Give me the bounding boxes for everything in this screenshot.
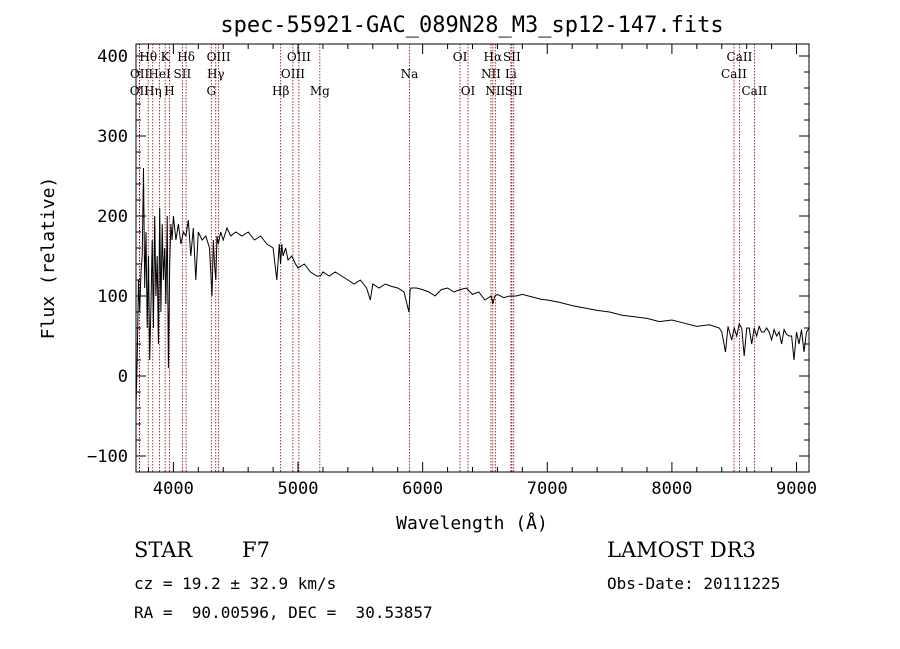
emission-line-markers	[138, 44, 755, 472]
object-subclass: F7	[242, 538, 270, 562]
emission-line-label: Mg	[310, 84, 330, 98]
emission-line-label: OII	[130, 84, 150, 98]
emission-line-label: OIII	[207, 50, 231, 64]
x-tick-label: 6000	[402, 479, 443, 499]
y-tick-label: 200	[97, 207, 128, 227]
emission-line-label: Hβ	[272, 84, 289, 98]
x-tick-label: 9000	[776, 479, 817, 499]
emission-line-label: OI	[453, 50, 468, 64]
emission-line-label: CaII	[727, 50, 753, 64]
emission-line-label: CaII	[741, 84, 767, 98]
y-tick-label: −100	[87, 447, 128, 467]
chart-title: spec-55921-GAC_089N28_M3_sp12-147.fits	[220, 13, 723, 38]
emission-line-label: G	[206, 84, 216, 98]
survey-name: LAMOST DR3	[607, 538, 756, 562]
plot-frame	[135, 43, 810, 473]
emission-line-label: K	[161, 50, 171, 64]
y-axis-label: Flux (relative)	[38, 177, 59, 340]
tick-marks	[136, 44, 809, 472]
x-tick-label: 4000	[153, 479, 194, 499]
emission-line-label: NII	[481, 67, 501, 81]
y-tick-label: 400	[97, 47, 128, 67]
emission-line-label: SII	[174, 67, 192, 81]
emission-line-label: Hθ	[139, 50, 157, 64]
emission-line-label: H	[164, 84, 174, 98]
redshift-velocity: cz = 19.2 ± 32.9 km/s	[134, 574, 337, 593]
x-tick-label: 8000	[651, 479, 692, 499]
y-tick-label: 0	[118, 367, 128, 387]
emission-line-label: NII	[485, 84, 505, 98]
y-tick-label: 100	[97, 287, 128, 307]
coordinates: RA = 90.00596, DEC = 30.53857	[134, 603, 433, 622]
emission-line-label: Hα	[484, 50, 503, 64]
emission-line-label: Li	[505, 67, 517, 81]
emission-line-label: OIII	[287, 50, 311, 64]
emission-line-label: Hη	[144, 84, 162, 98]
object-class: STAR	[134, 538, 193, 562]
obs-date: Obs-Date: 20111225	[607, 574, 781, 593]
emission-line-label: Hδ	[177, 50, 195, 64]
flux-line	[135, 167, 810, 409]
emission-line-label: HeI	[148, 67, 171, 81]
y-tick-label: 300	[97, 127, 128, 147]
emission-line-label: OI	[461, 84, 476, 98]
emission-line-label: CaII	[721, 67, 747, 81]
x-tick-label: 7000	[527, 479, 568, 499]
x-axis-label: Wavelength (Å)	[396, 512, 548, 534]
emission-line-label: SII	[503, 50, 521, 64]
emission-line-label: Na	[401, 67, 419, 81]
x-tick-label: 5000	[278, 479, 319, 499]
emission-line-labels: OIIOIIHθHηHeIKHSIIHδGHγOIIIHβOIIIOIIIMgN…	[130, 50, 768, 98]
emission-line-label: OIII	[281, 67, 305, 81]
emission-line-label: SII	[505, 84, 523, 98]
emission-line-label: OII	[130, 67, 150, 81]
tick-labels: 4000 5000 6000 7000 8000 9000 −100 0 100 200 300 40…	[87, 47, 817, 499]
emission-line-label: Hγ	[207, 67, 225, 81]
